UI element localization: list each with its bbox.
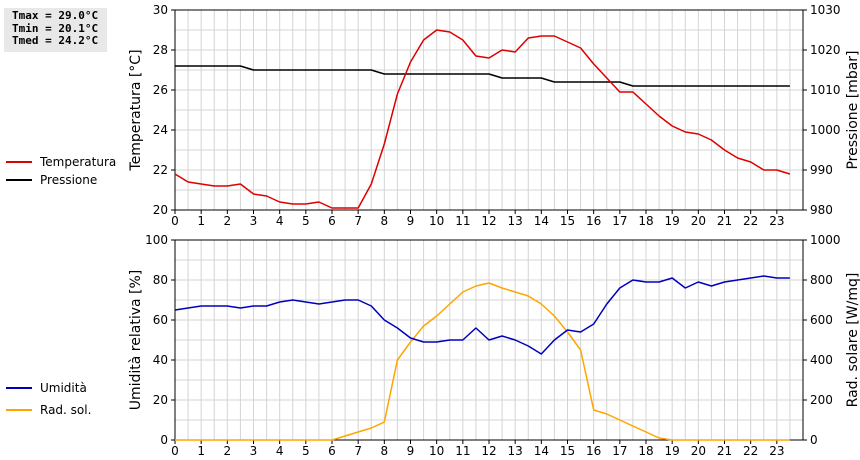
x-tick-label: 15 [560, 444, 575, 458]
y-left-tick-label: 0 [160, 433, 168, 447]
x-tick-label: 17 [612, 214, 627, 228]
y-left-tick-label: 80 [153, 273, 168, 287]
x-tick-label: 8 [381, 214, 389, 228]
x-tick-label: 7 [354, 444, 362, 458]
x-tick-label: 19 [665, 214, 680, 228]
x-tick-label: 6 [328, 444, 336, 458]
legend-label-umidita: Umidità [40, 381, 87, 395]
y-right-tick-label: 1010 [810, 83, 841, 97]
stat-tmax: Tmax = 29.0°C [12, 9, 99, 22]
x-tick-label: 3 [250, 214, 258, 228]
stat-tmin: Tmin = 20.1°C [12, 21, 99, 35]
legend-umidita: Umidità [6, 381, 87, 395]
x-tick-label: 19 [665, 444, 680, 458]
x-tick-label: 10 [429, 444, 444, 458]
legend-pressione: Pressione [6, 173, 97, 187]
x-tick-label: 10 [429, 214, 444, 228]
x-tick-label: 6 [328, 214, 336, 228]
x-tick-label: 12 [481, 214, 496, 228]
legend-label-temperatura: Temperatura [40, 155, 117, 169]
y-right-axis-label: Rad. solare [W/mq] [845, 273, 860, 408]
x-tick-label: 20 [691, 214, 706, 228]
x-tick-label: 1 [197, 444, 205, 458]
y-left-tick-label: 20 [153, 203, 168, 217]
y-right-tick-label: 990 [810, 163, 833, 177]
x-tick-label: 18 [638, 214, 653, 228]
y-right-tick-label: 200 [810, 393, 833, 407]
x-tick-label: 14 [534, 214, 549, 228]
humidity-radiation-chart: 0 1 2 3 4 5 6 7 8 9 10 11 12 13 14 15 16 17 18 19 20 21 22 2302… [128, 233, 860, 458]
x-tick-label: 13 [508, 214, 523, 228]
legend-swatch-temperatura [6, 161, 32, 163]
legend-label-pressione: Pressione [40, 173, 98, 187]
legend-label-rad-sol: Rad. sol. [40, 403, 92, 417]
y-right-tick-label: 0 [810, 433, 818, 447]
x-tick-label: 11 [455, 444, 470, 458]
x-tick-label: 2 [224, 444, 232, 458]
y-right-tick-label: 1000 [810, 123, 841, 137]
y-right-tick-label: 800 [810, 273, 833, 287]
x-tick-label: 23 [769, 444, 784, 458]
x-tick-label: 9 [407, 214, 415, 228]
x-tick-label: 9 [407, 444, 415, 458]
y-left-tick-label: 20 [153, 393, 168, 407]
x-tick-label: 2 [224, 214, 232, 228]
y-left-tick-label: 30 [153, 3, 168, 17]
stat-tmed: Tmed = 24.2°C [12, 34, 99, 47]
series-line-pressione [175, 65, 790, 87]
y-left-axis-label: Umidità relativa [%] [128, 270, 144, 411]
y-right-axis-label: Pressione [mbar] [845, 50, 860, 169]
series-line-rad-sol [175, 282, 790, 441]
x-tick-label: 0 [171, 214, 179, 228]
y-right-tick-label: 1020 [810, 43, 841, 57]
series-line-umidit [174, 275, 790, 355]
x-tick-label: 8 [381, 444, 389, 458]
legend-swatch-pressione [6, 179, 32, 181]
x-tick-label: 11 [455, 214, 470, 228]
legend-swatch-umidita [6, 387, 32, 389]
x-tick-label: 14 [534, 444, 549, 458]
y-left-tick-label: 24 [153, 123, 168, 137]
y-left-tick-label: 100 [145, 233, 168, 247]
x-tick-label: 5 [302, 214, 310, 228]
x-tick-label: 21 [717, 444, 732, 458]
x-tick-label: 7 [354, 214, 362, 228]
series-line-temperatura [174, 29, 791, 209]
x-tick-label: 3 [250, 444, 258, 458]
y-left-axis-label: Temperatura [°C] [128, 49, 144, 171]
y-right-tick-label: 400 [810, 353, 833, 367]
legend-rad-sol: Rad. sol. [6, 403, 91, 417]
x-tick-label: 1 [197, 214, 205, 228]
stats-box: Tmax = 29.0°C Tmin = 20.1°C Tmed = 24.2°… [4, 8, 107, 52]
y-left-tick-label: 26 [153, 83, 168, 97]
x-tick-label: 13 [508, 444, 523, 458]
legend-temperatura: Temperatura [6, 155, 116, 169]
legend-swatch-rad-sol [6, 409, 32, 411]
x-tick-label: 22 [743, 214, 758, 228]
x-tick-label: 4 [276, 214, 284, 228]
y-right-tick-label: 1000 [810, 233, 841, 247]
x-tick-label: 16 [586, 214, 601, 228]
y-left-tick-label: 22 [153, 163, 168, 177]
x-tick-label: 0 [171, 444, 179, 458]
y-right-tick-label: 600 [810, 313, 833, 327]
x-tick-label: 21 [717, 214, 732, 228]
x-tick-label: 4 [276, 444, 284, 458]
x-tick-label: 17 [612, 444, 627, 458]
x-tick-label: 22 [743, 444, 758, 458]
y-right-tick-label: 1030 [810, 3, 841, 17]
x-tick-label: 16 [586, 444, 601, 458]
y-left-tick-label: 60 [153, 313, 168, 327]
y-right-tick-label: 980 [810, 203, 833, 217]
x-tick-label: 5 [302, 444, 310, 458]
y-left-tick-label: 40 [153, 353, 168, 367]
x-tick-label: 15 [560, 214, 575, 228]
y-left-tick-label: 28 [153, 43, 168, 57]
x-tick-label: 18 [638, 444, 653, 458]
x-tick-label: 12 [481, 444, 496, 458]
temperature-pressure-chart: 0 1 2 3 4 5 6 7 8 9 10 11 12 13 14 15 16 17 18 19 20 21 22 2320… [128, 3, 860, 228]
x-tick-label: 20 [691, 444, 706, 458]
x-tick-label: 23 [769, 214, 784, 228]
